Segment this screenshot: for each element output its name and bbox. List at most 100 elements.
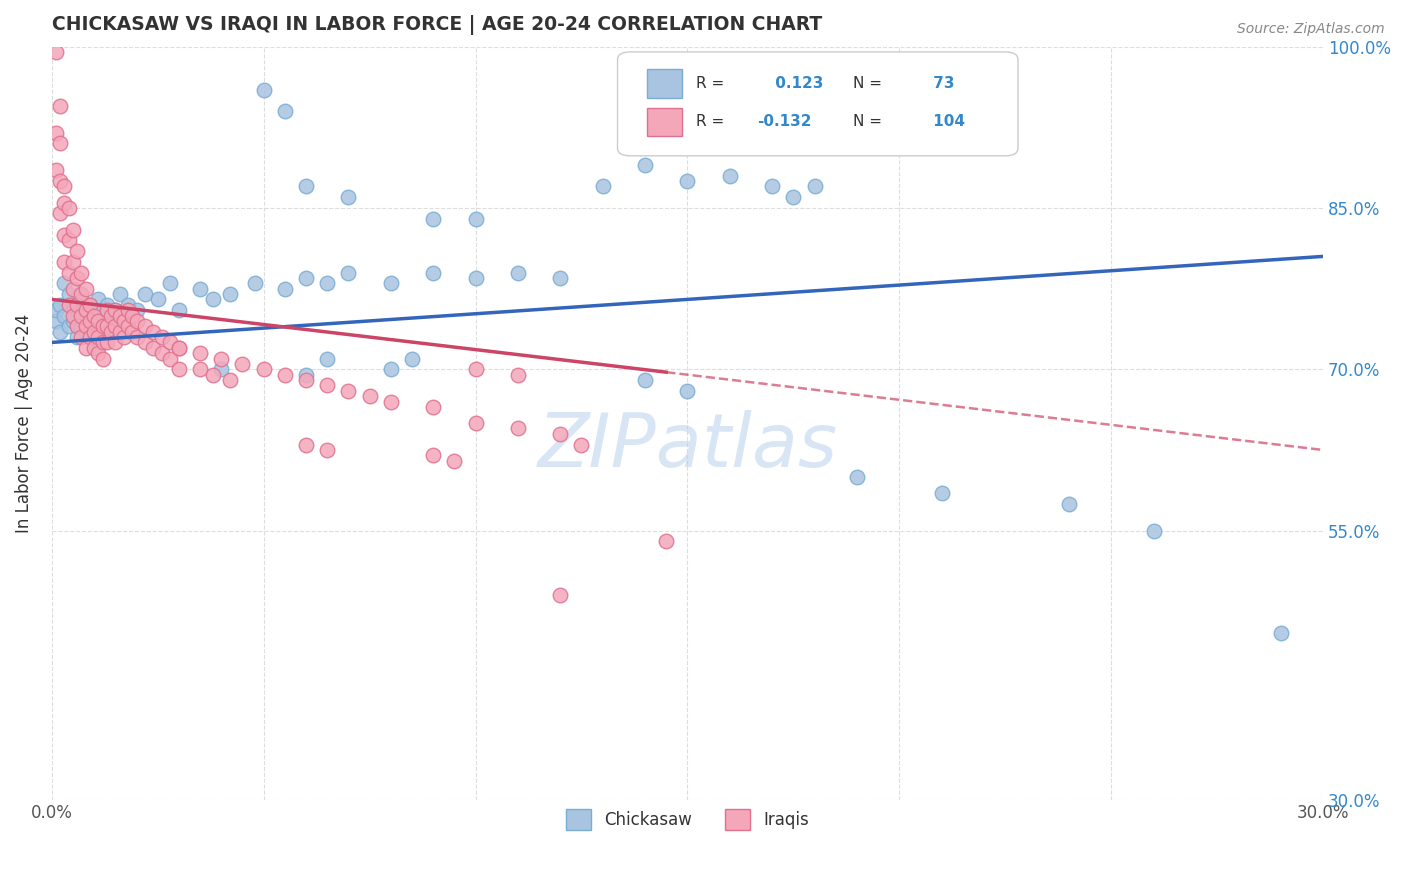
Point [66,244,89,258]
Point [150,346,173,360]
Point [100,325,122,339]
Point [66,271,89,285]
Point [464,211,486,226]
Point [464,416,486,430]
Point [87,319,110,334]
Point [62,309,84,323]
Point [253,362,276,376]
Y-axis label: In Labor Force | Age 20-24: In Labor Force | Age 20-24 [15,313,32,533]
Point [117,298,139,312]
Point [159,351,181,366]
Point [125,314,148,328]
Point [209,351,232,366]
Point [134,287,156,301]
Point [422,448,444,462]
Point [104,303,127,318]
Point [58,298,80,312]
Point [231,357,253,371]
Point [79,330,101,344]
Text: 73: 73 [928,76,955,91]
Point [1270,625,1292,640]
Point [159,277,181,291]
Point [188,282,211,296]
Point [676,174,699,188]
Point [53,277,76,291]
Text: R =: R = [696,76,730,91]
Point [295,271,318,285]
Point [142,325,165,339]
Point [62,298,84,312]
Point [274,282,297,296]
Point [45,126,67,140]
Point [75,325,97,339]
Point [634,373,657,387]
Point [79,298,101,312]
Point [75,303,97,318]
Point [274,104,297,119]
Point [58,319,80,334]
Point [201,368,224,382]
Point [70,266,93,280]
Point [83,303,105,318]
Point [70,287,93,301]
FancyBboxPatch shape [647,70,682,98]
Point [91,309,114,323]
Point [91,351,114,366]
Point [295,373,318,387]
Point [571,437,593,451]
Point [58,233,80,247]
Point [49,325,72,339]
Point [209,362,232,376]
Point [96,335,118,350]
Point [316,351,339,366]
Text: ZIPatlas: ZIPatlas [537,409,838,482]
Point [401,351,423,366]
Legend: Chickasaw, Iraqis: Chickasaw, Iraqis [560,803,815,837]
Text: Source: ZipAtlas.com: Source: ZipAtlas.com [1237,22,1385,37]
Point [134,335,156,350]
Point [316,277,339,291]
Point [53,227,76,242]
Point [316,378,339,392]
Point [167,341,190,355]
Point [188,346,211,360]
Point [1057,497,1080,511]
Point [108,287,131,301]
Point [337,266,360,280]
Point [45,163,67,178]
Point [146,293,169,307]
Point [718,169,741,183]
Point [274,368,297,382]
Point [337,384,360,398]
Point [100,309,122,323]
Point [83,330,105,344]
Point [66,303,89,318]
Point [49,174,72,188]
Point [422,400,444,414]
Point [380,277,402,291]
Point [316,442,339,457]
Point [62,282,84,296]
Point [134,319,156,334]
Point [58,201,80,215]
Point [70,293,93,307]
Point [464,362,486,376]
Point [104,319,127,334]
Point [121,309,143,323]
Point [96,303,118,318]
Point [150,330,173,344]
Text: N =: N = [852,114,887,129]
Point [550,588,572,602]
Point [167,341,190,355]
Point [443,454,465,468]
Point [125,303,148,318]
Text: 0.123: 0.123 [770,76,824,91]
Point [359,389,381,403]
Point [422,211,444,226]
Point [83,309,105,323]
Point [66,330,89,344]
Point [117,319,139,334]
Point [70,319,93,334]
Point [142,341,165,355]
Point [100,314,122,328]
